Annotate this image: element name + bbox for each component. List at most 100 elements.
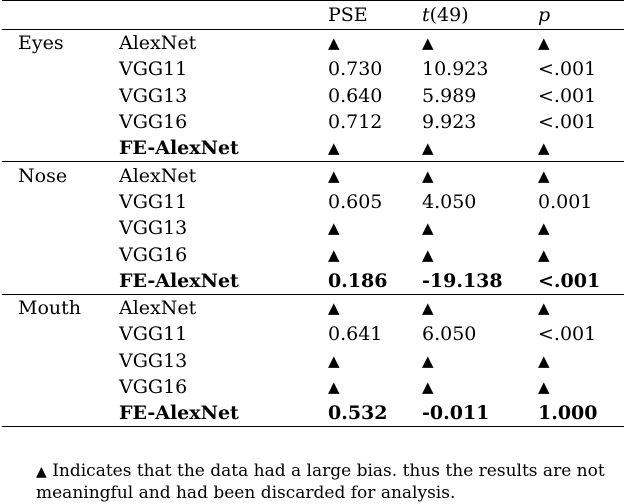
p-cell: <.001	[538, 84, 597, 107]
group-label	[2, 321, 119, 347]
table-row: VGG13 ▲ ▲ ▲	[2, 215, 624, 241]
header-pse: PSE	[328, 4, 368, 26]
p-cell: ▲	[538, 293, 624, 322]
group-label	[2, 215, 119, 241]
table-row: VGG11 0.641 6.050 <.001	[2, 321, 624, 347]
model-cell: VGG13	[119, 84, 188, 107]
table-row: FE-AlexNet ▲ ▲ ▲	[2, 135, 624, 162]
p-cell: ▲	[538, 219, 550, 238]
header-part	[2, 1, 119, 30]
p-cell: ▲	[538, 351, 550, 370]
pse-cell: ▲	[328, 245, 340, 264]
t-cell: ▲	[422, 139, 434, 158]
footnote-text: Indicates that the data had a large bias…	[36, 461, 605, 503]
model-cell: FE-AlexNet	[119, 137, 239, 160]
p-cell: 0.001	[538, 190, 593, 213]
model-cell: AlexNet	[119, 293, 328, 322]
model-cell: VGG16	[119, 243, 188, 266]
t-cell: ▲	[422, 293, 538, 322]
model-cell: VGG13	[119, 349, 188, 372]
header-model	[119, 1, 328, 30]
header-t: t(49)	[422, 1, 538, 30]
group-label	[2, 348, 119, 374]
table-row: VGG11 0.605 4.050 0.001	[2, 189, 624, 215]
pse-cell: 0.186	[328, 269, 388, 292]
group-label	[2, 241, 119, 267]
group-label: Nose	[2, 161, 119, 189]
p-cell: <.001	[538, 58, 597, 81]
p-cell: ▲	[538, 161, 624, 189]
p-cell: ▲	[538, 378, 550, 396]
footnote: ▲ Indicates that the data had a large bi…	[36, 461, 626, 504]
results-table: PSE t(49) p Eyes AlexNet ▲ ▲ ▲ VGG11 0.730 10.9…	[2, 0, 624, 428]
table-row: FE-AlexNet 0.532 -0.011 1.000	[2, 400, 624, 428]
group-label	[2, 83, 119, 109]
pse-cell: 0.605	[328, 190, 383, 213]
table-row: VGG16 0.712 9.923 <.001	[2, 109, 624, 135]
group-label: Mouth	[2, 293, 119, 322]
group-label	[2, 135, 119, 162]
group-label	[2, 268, 119, 295]
t-cell: 4.050	[422, 190, 477, 213]
group-label	[2, 400, 119, 428]
header-t-arg: (49)	[429, 4, 469, 26]
p-cell: ▲	[538, 34, 550, 53]
model-cell: VGG11	[119, 58, 188, 81]
pse-cell: 0.730	[328, 58, 383, 81]
t-cell: 5.989	[422, 84, 477, 107]
model-cell: AlexNet	[119, 161, 328, 189]
p-cell: <.001	[538, 269, 601, 292]
table-row: VGG11 0.730 10.923 <.001	[2, 56, 624, 82]
t-cell: -0.011	[422, 400, 538, 428]
t-cell: ▲	[422, 378, 434, 396]
model-cell: VGG16	[119, 376, 188, 398]
t-cell: 6.050	[422, 323, 477, 346]
p-cell: <.001	[538, 323, 597, 346]
triangle-icon: ▲	[36, 464, 47, 480]
p-cell: <.001	[538, 111, 597, 134]
model-cell: VGG11	[119, 323, 188, 346]
t-cell: ▲	[422, 351, 434, 370]
group-label	[2, 56, 119, 82]
pse-cell: ▲	[328, 378, 340, 396]
model-cell: VGG13	[119, 217, 188, 240]
pse-cell: ▲	[328, 293, 422, 322]
t-cell: 9.923	[422, 111, 477, 134]
pse-cell: ▲	[328, 161, 422, 189]
pse-cell: 0.532	[328, 400, 422, 428]
pse-cell: 0.641	[328, 323, 383, 346]
table-group-nose: Nose AlexNet ▲ ▲ ▲ VGG11 0.605 4.050 0.001 VGG13 ▲…	[2, 161, 624, 295]
model-cell: FE-AlexNet	[119, 269, 239, 292]
header-p: p	[538, 4, 551, 26]
p-cell: 1.000	[538, 400, 624, 428]
header-row: PSE t(49) p	[2, 0, 624, 30]
pse-cell: ▲	[328, 351, 340, 370]
pse-cell: ▲	[328, 219, 340, 238]
model-cell: VGG16	[119, 111, 188, 134]
group-label: Eyes	[18, 32, 64, 55]
table-row: VGG13 0.640 5.989 <.001	[2, 83, 624, 109]
t-cell: ▲	[422, 245, 434, 264]
model-cell: FE-AlexNet	[119, 400, 328, 428]
group-label	[2, 189, 119, 215]
model-cell: VGG11	[119, 190, 188, 213]
table-row: VGG16 ▲ ▲ ▲	[2, 241, 624, 267]
pse-cell: 0.640	[328, 84, 383, 107]
t-cell: 10.923	[422, 58, 489, 81]
pse-cell: ▲	[328, 34, 340, 53]
pse-cell: 0.712	[328, 111, 383, 134]
t-cell: ▲	[422, 161, 538, 189]
table-row: VGG16 ▲ ▲ ▲	[2, 374, 624, 400]
pse-cell: ▲	[328, 139, 340, 158]
table-row: Mouth AlexNet ▲ ▲ ▲	[2, 293, 624, 322]
table-row: VGG13 ▲ ▲ ▲	[2, 348, 624, 374]
p-cell: ▲	[538, 139, 550, 158]
table-row: Eyes AlexNet ▲ ▲ ▲	[2, 30, 624, 57]
t-cell: ▲	[422, 34, 434, 53]
table-row: FE-AlexNet 0.186 -19.138 <.001	[2, 268, 624, 295]
table-group-eyes: Eyes AlexNet ▲ ▲ ▲ VGG11 0.730 10.923 <.001 VGG13…	[2, 30, 624, 162]
t-cell: ▲	[422, 219, 434, 238]
table-row: Nose AlexNet ▲ ▲ ▲	[2, 161, 624, 189]
model-cell: AlexNet	[119, 32, 197, 55]
group-label	[2, 374, 119, 400]
